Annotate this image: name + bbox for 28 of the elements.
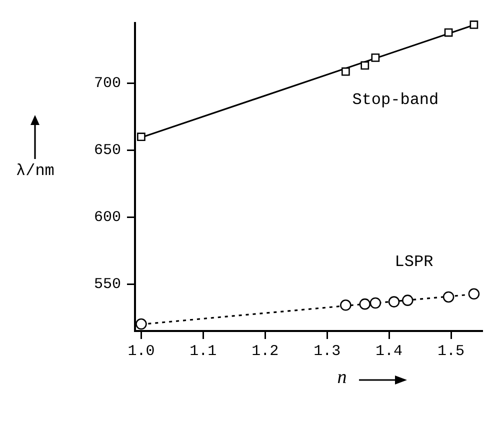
x-tick-label: 1.1 [190,342,217,360]
x-tick-label: 1.3 [314,342,341,360]
x-tick-label: 1.0 [128,342,155,360]
x-axis-title: n [337,367,347,389]
point [137,132,146,142]
point [442,291,454,303]
y-tick-label: 700 [94,75,122,92]
point [402,294,414,306]
point [341,67,350,76]
y-tick-label: 600 [94,209,122,226]
x-tick-label: 1.5 [438,342,465,360]
point [359,298,371,310]
point [370,297,382,309]
point [388,296,400,308]
point [360,61,370,70]
x-tick-label: 1.2 [252,342,279,360]
y-tick-label: 550 [94,276,122,294]
y-axis-title: λ/nm [16,162,54,180]
x-tick-label: 1.4 [376,342,403,360]
series-label: Stop-band [352,90,439,109]
point [470,20,478,29]
point [371,54,380,62]
point [444,28,453,37]
series-label: LSPR [394,253,434,272]
point [468,288,480,300]
point [136,318,147,330]
y-tick-label: 650 [94,142,122,160]
point [340,300,352,311]
